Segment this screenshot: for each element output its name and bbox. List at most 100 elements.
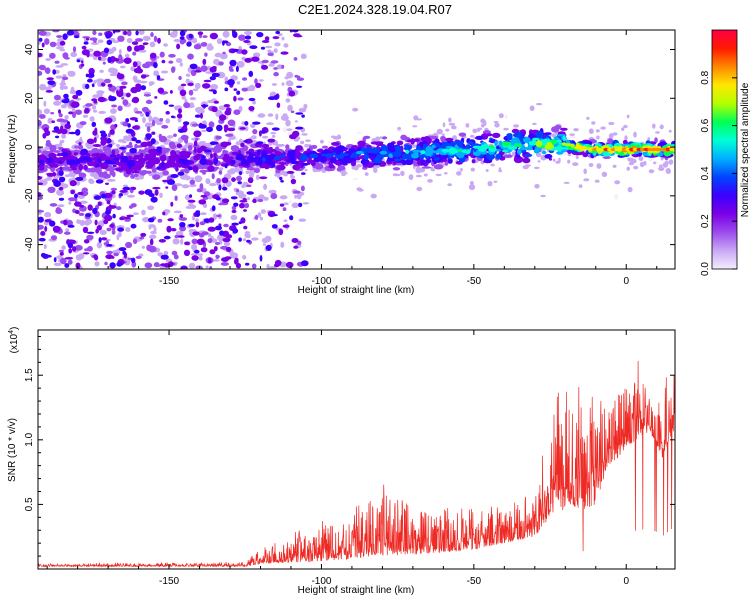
spectrogram-cell <box>121 149 126 154</box>
spectrogram-cell <box>55 208 63 214</box>
spectrogram-cell <box>146 163 154 169</box>
spectrogram-cell <box>259 254 263 262</box>
spectrogram-cell <box>51 130 60 133</box>
spectrogram-cell <box>189 265 195 269</box>
spectrogram-cell <box>195 221 200 228</box>
spectrogram-cell <box>92 208 98 215</box>
spectrogram-cell <box>261 59 269 64</box>
spectrogram-cell <box>218 105 226 111</box>
spectrogram-cell <box>222 150 229 154</box>
spectrogram-cell <box>493 180 498 183</box>
spectrogram-cell <box>552 158 556 162</box>
spectrogram-cell <box>495 153 502 160</box>
spectrogram-cell <box>241 87 248 92</box>
spectrogram-cell <box>435 173 442 177</box>
spectrogram-x-axis-label: Height of straight line (km) <box>298 285 415 296</box>
spectrogram-cell <box>627 186 633 193</box>
spectrogram-cell <box>339 152 344 159</box>
spectrogram-cell <box>133 173 139 178</box>
spectrogram-cell <box>120 152 124 157</box>
spectrogram-cell <box>113 252 119 257</box>
spectrogram-cell <box>150 138 156 145</box>
spectrogram-cell <box>105 209 111 215</box>
spectrogram-cell <box>276 102 281 108</box>
spectrogram-cell <box>659 164 663 169</box>
spectrogram-cell <box>652 123 656 129</box>
spectrogram-cell <box>222 51 226 55</box>
spectrogram-cell <box>175 58 183 63</box>
spectrogram-cell <box>200 155 206 159</box>
spectrogram-cell <box>310 159 316 167</box>
spectrogram-cell <box>209 76 216 81</box>
spectrogram-frame <box>37 29 676 270</box>
spectrogram-cell <box>121 140 127 144</box>
spectrogram-cell <box>216 214 222 218</box>
spectrogram-cell <box>241 121 245 125</box>
spectrogram-cell <box>220 262 229 266</box>
spectrogram-cell <box>142 63 151 69</box>
spectrogram-cell <box>523 136 531 144</box>
spectrogram-cell <box>332 152 337 156</box>
spectrogram-cell <box>273 67 278 70</box>
spectrogram-cell <box>236 81 241 85</box>
spectrogram-cell <box>81 187 89 193</box>
spectrogram-cell <box>540 194 546 198</box>
spectrogram-cell <box>569 136 576 139</box>
spectrogram-cell <box>298 107 307 113</box>
spectrogram-cell <box>49 159 53 163</box>
spectrogram-cell <box>341 172 346 177</box>
spectrogram-cell <box>246 184 252 188</box>
spectrogram-cell <box>522 157 531 164</box>
spectrogram-cell <box>517 148 522 155</box>
spectrogram-cell <box>227 119 236 127</box>
spectrogram-cell <box>146 126 151 133</box>
spectrogram-cell <box>140 232 147 237</box>
spectrogram-cell <box>261 129 266 134</box>
spectrogram-cell <box>80 63 85 67</box>
spectrogram-cell <box>218 202 225 206</box>
spectrogram-cell <box>125 144 133 149</box>
spectrogram-cell <box>186 41 192 47</box>
spectrogram-cell <box>192 88 199 92</box>
spectrogram-cell <box>230 214 238 221</box>
spectrogram-cell <box>410 138 415 145</box>
spectrogram-cell <box>67 169 73 172</box>
spectrogram-cell <box>264 36 270 41</box>
spectrogram-x-tick-label: -100 <box>311 276 331 287</box>
spectrogram-cell <box>48 162 55 167</box>
spectrogram-cell <box>202 58 207 65</box>
spectrogram-cell <box>72 94 79 100</box>
spectrogram-cell <box>277 33 283 37</box>
spectrogram-cell <box>136 68 143 74</box>
spectrogram-cell <box>301 172 306 175</box>
spectrogram-cell <box>247 197 250 201</box>
spectrogram-cell <box>612 164 617 168</box>
spectrogram-cell <box>141 170 149 174</box>
spectrogram-cell <box>83 239 90 244</box>
spectrogram-cell <box>541 150 547 155</box>
spectrogram-cell <box>182 148 187 152</box>
spectrogram-cell <box>293 190 301 194</box>
spectrogram-cell <box>243 140 249 143</box>
spectrogram-cell <box>267 52 274 56</box>
spectrogram-cell <box>58 197 65 201</box>
spectrogram-cell <box>200 42 208 47</box>
spectrogram-cell <box>58 113 63 118</box>
spectrogram-cell <box>148 245 157 253</box>
spectrogram-cell <box>379 161 387 167</box>
spectrogram-cell <box>93 100 98 104</box>
spectrogram-cell <box>197 253 204 256</box>
spectrogram-cell <box>153 226 157 233</box>
spectrogram-cell <box>246 239 251 243</box>
spectrogram-cell <box>332 147 338 151</box>
spectrogram-cell <box>87 78 93 83</box>
spectrogram-cell <box>207 238 213 244</box>
spectrogram-cell <box>534 184 540 189</box>
spectrogram-cell <box>67 259 73 265</box>
spectrogram-cell <box>237 97 244 101</box>
spectrogram-cell <box>267 96 277 101</box>
spectrogram-cell <box>132 125 140 130</box>
spectrogram-cell <box>255 174 260 181</box>
spectrogram-cell <box>261 150 268 155</box>
spectrogram-cell <box>139 236 145 240</box>
